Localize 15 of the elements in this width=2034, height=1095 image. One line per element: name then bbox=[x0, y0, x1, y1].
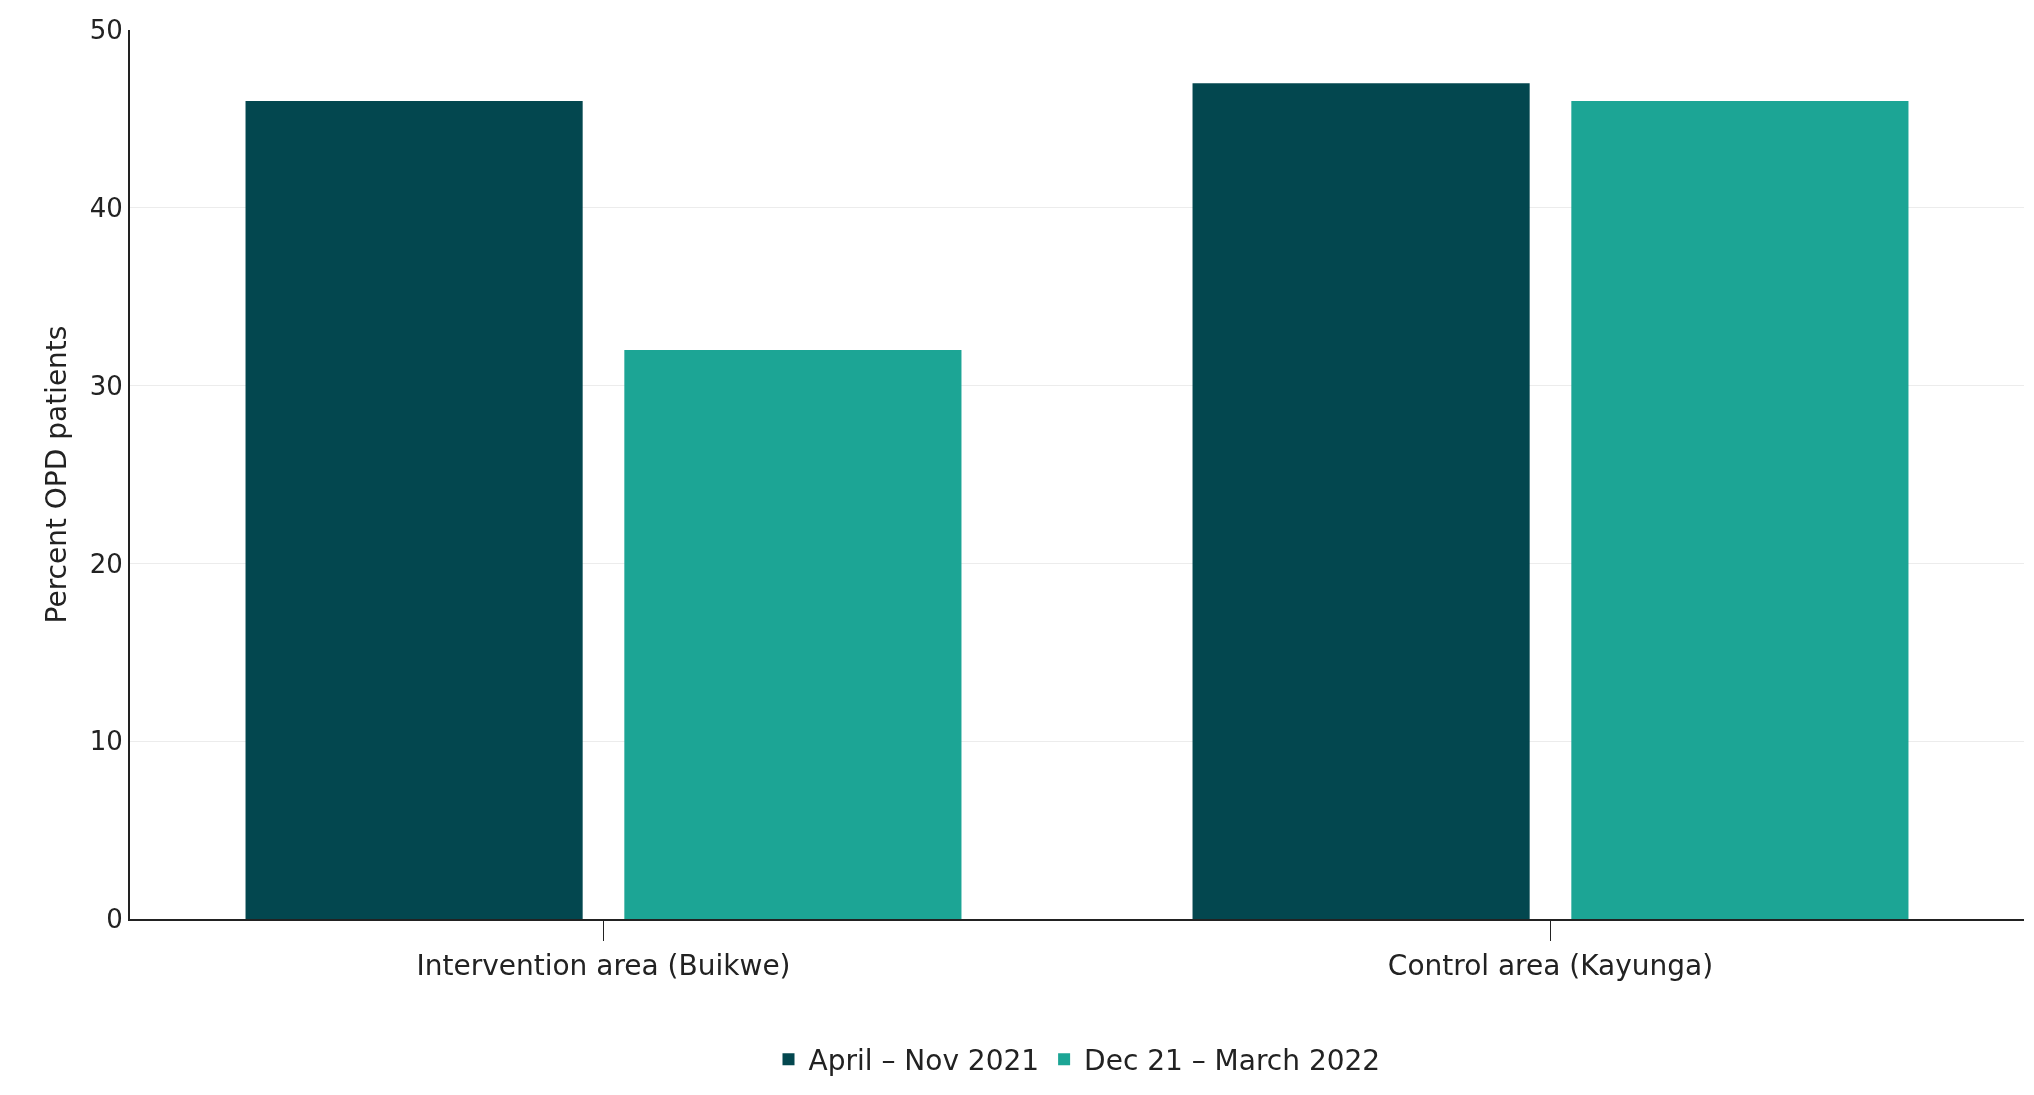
y-tick-label: 0 bbox=[106, 904, 123, 935]
y-tick-label: 30 bbox=[89, 370, 123, 401]
y-tick-label: 20 bbox=[89, 548, 123, 579]
x-tick-label: Intervention area (Buikwe) bbox=[416, 948, 791, 982]
legend-label: April – Nov 2021 bbox=[808, 1044, 1040, 1078]
y-tick-label: 40 bbox=[89, 192, 123, 223]
bar bbox=[245, 101, 583, 919]
y-axis-title: Percent OPD patients bbox=[39, 325, 73, 624]
legend-label: Dec 21 – March 2022 bbox=[1084, 1044, 1381, 1078]
y-tick-label: 50 bbox=[89, 15, 123, 46]
y-tick-label: 10 bbox=[89, 726, 123, 757]
bar bbox=[1571, 101, 1909, 919]
bar bbox=[1192, 83, 1530, 919]
x-tick-label: Control area (Kayunga) bbox=[1387, 948, 1714, 982]
bar bbox=[624, 350, 962, 919]
